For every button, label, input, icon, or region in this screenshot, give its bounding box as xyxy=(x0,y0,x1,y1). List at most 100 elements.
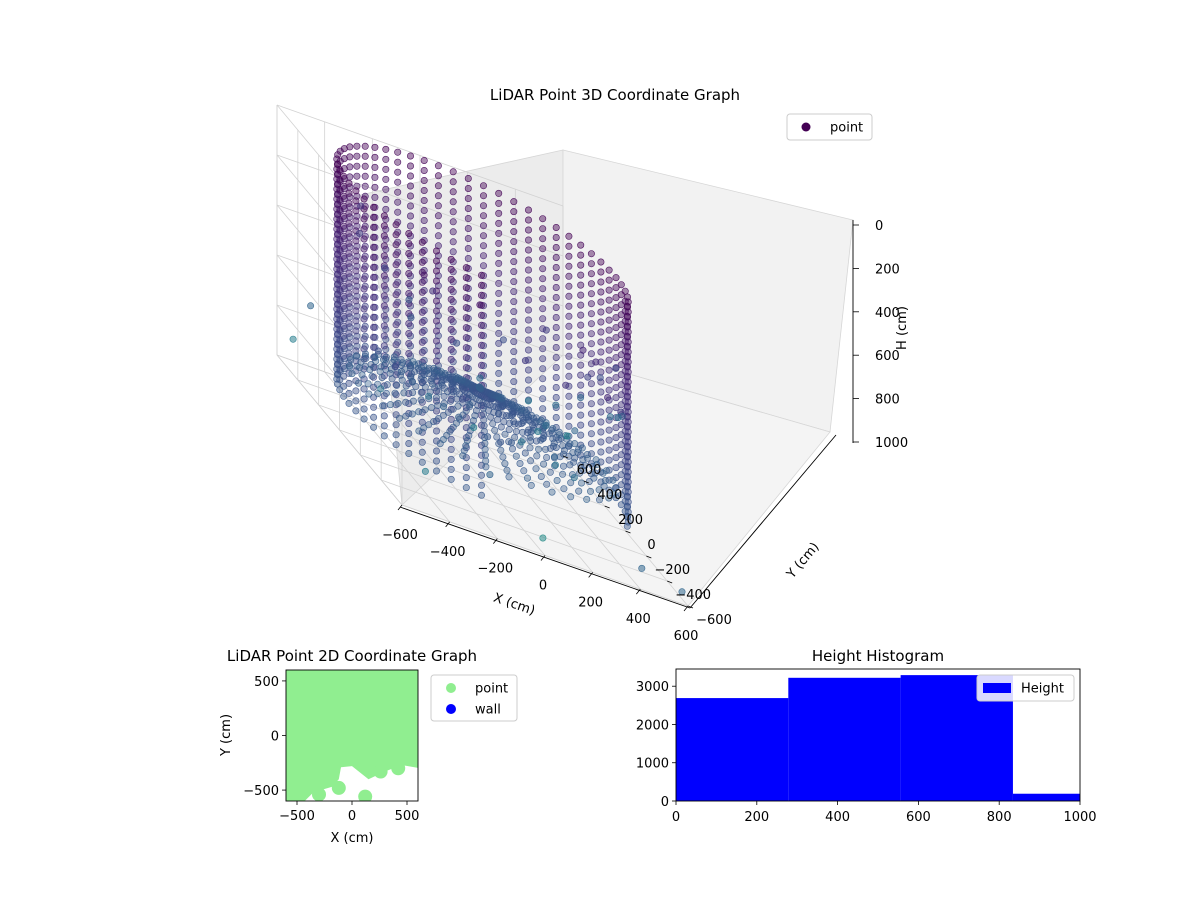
data-point xyxy=(592,358,600,366)
data-point xyxy=(370,323,378,331)
data-point xyxy=(370,353,378,361)
data-point xyxy=(523,474,531,482)
data-point xyxy=(355,379,363,387)
data-point xyxy=(336,176,344,184)
data-point xyxy=(420,167,428,175)
data-point xyxy=(537,472,545,480)
data-point xyxy=(484,433,492,441)
data-point xyxy=(552,353,560,361)
data-point xyxy=(307,302,315,310)
data-point xyxy=(510,268,518,276)
data-point xyxy=(577,261,585,269)
data-point xyxy=(382,325,390,333)
data-point xyxy=(464,235,472,243)
data-point xyxy=(577,281,585,289)
data-point xyxy=(532,465,540,473)
data-point xyxy=(391,389,399,397)
data-point xyxy=(524,366,532,374)
data-point xyxy=(605,316,613,324)
legend-marker-height xyxy=(983,683,1011,693)
data-point xyxy=(336,196,344,204)
data-point xyxy=(333,160,341,168)
data-point xyxy=(382,145,390,153)
data-point xyxy=(477,471,485,479)
data-point xyxy=(605,426,613,434)
data-point xyxy=(597,388,605,396)
data-point xyxy=(459,452,467,460)
data-point xyxy=(336,166,344,174)
data-point xyxy=(430,364,438,372)
data-point xyxy=(361,172,369,180)
data-point xyxy=(499,453,507,461)
data-point xyxy=(587,300,595,308)
data-point xyxy=(370,243,378,251)
data-point xyxy=(597,328,605,336)
data-point xyxy=(497,446,505,454)
data-point xyxy=(539,225,547,233)
data-point xyxy=(380,422,388,430)
data-point xyxy=(539,395,547,403)
data-point xyxy=(464,354,472,362)
data-point xyxy=(386,401,394,409)
data-point xyxy=(462,344,470,352)
data-point xyxy=(405,429,413,437)
data-point xyxy=(370,223,378,231)
data-point xyxy=(336,336,344,344)
data-point xyxy=(524,226,532,234)
data-point xyxy=(565,272,573,280)
data-point xyxy=(447,435,455,443)
data-point xyxy=(462,378,470,386)
data-point xyxy=(597,278,605,286)
data-point xyxy=(552,283,560,291)
data-point xyxy=(462,464,470,472)
data-point xyxy=(510,288,518,296)
data-point xyxy=(357,358,365,366)
data-point xyxy=(352,197,360,205)
data-point xyxy=(444,408,452,416)
data-point xyxy=(524,276,532,284)
data-point xyxy=(345,239,353,247)
data-point xyxy=(480,428,488,436)
x-tick-label-3d: 400 xyxy=(626,612,651,627)
data-point xyxy=(539,305,547,313)
data-point xyxy=(462,474,470,482)
data-point xyxy=(360,275,368,283)
data-point xyxy=(524,316,532,324)
data-point xyxy=(289,335,297,343)
data-point xyxy=(370,423,378,431)
data-point xyxy=(495,209,503,217)
chart-2d: −500−500 0 0 500 500 LiDAR Point 2D Coordina… xyxy=(219,647,518,846)
data-point xyxy=(495,189,503,197)
data-point xyxy=(398,376,406,384)
data-point xyxy=(539,255,547,263)
data-point xyxy=(621,427,629,435)
data-point xyxy=(333,155,341,163)
data-point xyxy=(382,345,390,353)
chart-3d-title: LiDAR Point 3D Coordinate Graph xyxy=(490,86,740,104)
data-point xyxy=(345,249,353,257)
data-point xyxy=(449,168,457,176)
data-point xyxy=(606,413,614,421)
data-point xyxy=(597,438,605,446)
data-point xyxy=(477,281,485,289)
data-point xyxy=(612,484,620,492)
data-point xyxy=(601,476,609,484)
data-point xyxy=(406,212,414,220)
data-point xyxy=(432,457,440,465)
y-tick-label-3d: 0 xyxy=(647,538,655,553)
data-point xyxy=(617,361,625,369)
data-point xyxy=(380,432,388,440)
data-point xyxy=(391,362,399,370)
data-point xyxy=(370,283,378,291)
data-point xyxy=(510,218,518,226)
data-point xyxy=(405,279,413,287)
data-point xyxy=(447,285,455,293)
data-point xyxy=(336,286,344,294)
data-point xyxy=(348,370,356,378)
data-point xyxy=(336,276,344,284)
data-point xyxy=(418,418,426,426)
data-point xyxy=(340,372,348,380)
data-point xyxy=(468,381,476,389)
data-point xyxy=(621,377,629,385)
data-point xyxy=(406,152,414,160)
